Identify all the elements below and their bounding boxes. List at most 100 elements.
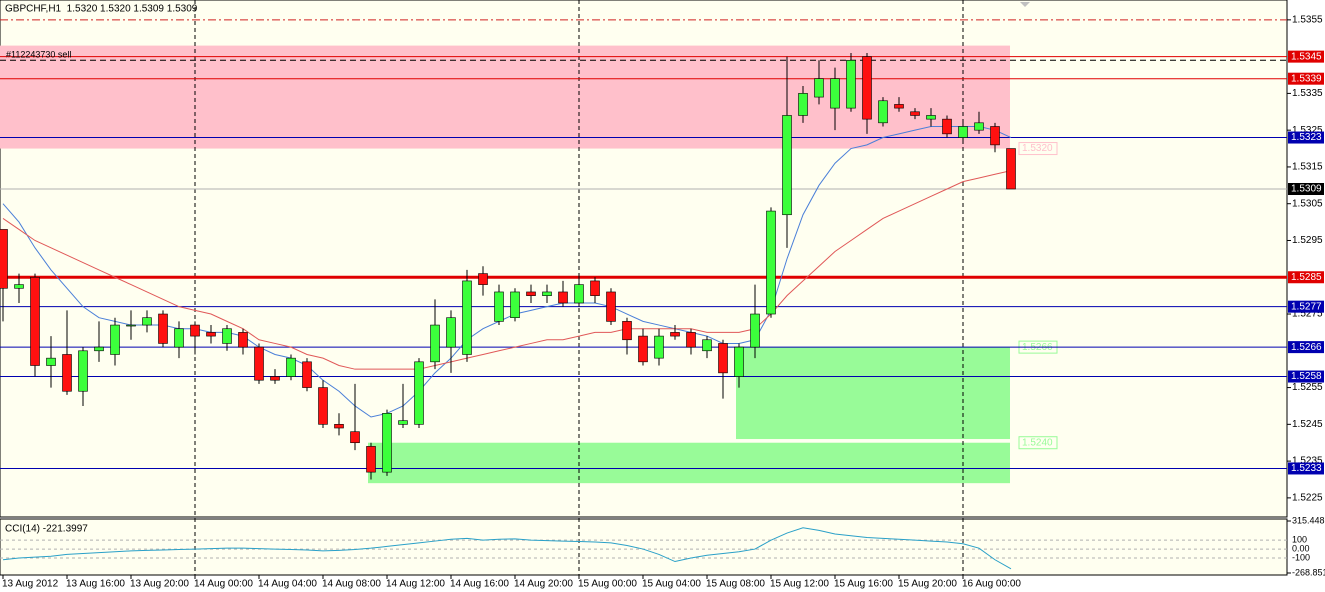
zone-label-box: [1018, 142, 1058, 156]
zone-label: 1.5320: [1022, 143, 1053, 154]
y-tick-label: -100: [1292, 552, 1310, 562]
candle-body: [830, 78, 840, 109]
x-tick-label: 15 Aug 04:00: [642, 579, 701, 590]
price-label: 1.5277: [1291, 301, 1322, 312]
candle-body: [766, 210, 776, 315]
x-tick-label: 14 Aug 12:00: [386, 579, 445, 590]
x-tick-label: 15 Aug 00:00: [578, 579, 637, 590]
y-tick-label: 0.00: [1292, 543, 1310, 553]
candle-body: [686, 332, 696, 348]
x-tick-label: 13 Aug 20:00: [130, 579, 189, 590]
candle-body: [558, 291, 568, 304]
candle-body: [942, 118, 952, 135]
price-label-box: [1288, 300, 1324, 313]
candle-body: [638, 335, 648, 363]
candle-body: [318, 387, 328, 425]
x-tick-label: 14 Aug 00:00: [194, 579, 253, 590]
candle-body: [206, 332, 216, 337]
candle-body: [254, 346, 264, 381]
x-tick-label: 14 Aug 08:00: [322, 579, 381, 590]
moving-average: [2, 125, 1012, 418]
candle-body: [590, 280, 600, 296]
zone-label-box: [1018, 436, 1058, 450]
candle-body: [974, 122, 984, 131]
candle-body: [174, 328, 184, 348]
zone: [0, 45, 1010, 149]
x-tick-label: 15 Aug 16:00: [834, 579, 893, 590]
price-label: 1.5233: [1291, 463, 1322, 474]
y-tick-label: 1.5325: [1292, 125, 1323, 136]
y-tick-label: 1.5335: [1292, 88, 1323, 99]
y-tick-label: 1.5245: [1292, 419, 1323, 430]
candle-body: [430, 324, 440, 363]
candle-body: [366, 446, 376, 473]
chart-title: GBPCHF,H1 1.5320 1.5320 1.5309 1.5309: [5, 4, 198, 15]
x-tick-label: 16 Aug 00:00: [962, 579, 1021, 590]
candle-body: [286, 357, 296, 377]
shift-marker: [1020, 2, 1030, 7]
candle-body: [494, 291, 504, 322]
candle-body: [238, 332, 248, 348]
candle-body: [302, 361, 312, 388]
candle-body: [382, 413, 392, 473]
candle-body: [30, 276, 40, 366]
x-tick-label: 15 Aug 12:00: [770, 579, 829, 590]
candle-body: [894, 104, 904, 109]
zone-label: 1.5240: [1022, 437, 1053, 448]
y-tick-label: 1.5235: [1292, 456, 1323, 467]
candle-body: [926, 115, 936, 120]
y-tick-label: 1.5255: [1292, 382, 1323, 393]
price-label-box: [1288, 462, 1324, 475]
candle-body: [542, 291, 552, 296]
candle-body: [398, 420, 408, 425]
y-tick-label: 1.5355: [1292, 14, 1323, 25]
price-label: 1.5339: [1291, 73, 1322, 84]
candle-body: [622, 321, 632, 341]
candle-body: [142, 317, 152, 326]
candle-body: [718, 343, 728, 374]
candle-body: [478, 273, 488, 285]
candle-body: [126, 324, 136, 327]
candle-body: [782, 115, 792, 216]
candle-body: [990, 126, 1000, 146]
candle-body: [654, 335, 664, 359]
candle-body: [670, 332, 680, 337]
candle-body: [878, 100, 888, 124]
candle-body: [62, 354, 72, 392]
y-tick-label: -268.851: [1292, 567, 1325, 577]
candle-body: [446, 317, 456, 348]
y-tick-label: 1.5295: [1292, 235, 1323, 246]
y-tick-label: 1.5225: [1292, 493, 1323, 504]
price-label: 1.5323: [1291, 132, 1322, 143]
candle-body: [462, 280, 472, 355]
candle-body: [334, 424, 344, 429]
candle-body: [526, 291, 536, 296]
candle-body: [958, 126, 968, 138]
candle-body: [0, 229, 8, 289]
candle-body: [78, 350, 88, 392]
price-label-box: [1288, 271, 1324, 284]
candle-body: [846, 60, 856, 109]
price-label: 1.5309: [1291, 184, 1322, 195]
candle-body: [94, 346, 104, 352]
candle-body: [1006, 148, 1016, 190]
zone: [736, 347, 1010, 440]
candle-body: [14, 284, 24, 289]
candle-body: [862, 56, 872, 120]
price-label-box: [1288, 50, 1324, 63]
moving-average: [2, 170, 1012, 370]
candle-body: [350, 431, 360, 444]
x-tick-label: 13 Aug 2012: [2, 579, 59, 590]
price-label-box: [1288, 72, 1324, 85]
price-label-box: [1288, 183, 1324, 196]
candle-body: [46, 357, 56, 366]
candle-body: [750, 313, 760, 348]
candle-body: [798, 93, 808, 116]
zone: [368, 442, 1010, 484]
x-tick-label: 15 Aug 08:00: [706, 579, 765, 590]
y-tick-label: 1.5315: [1292, 162, 1323, 173]
price-label: 1.5266: [1291, 342, 1322, 353]
y-tick-label: 1.5305: [1292, 198, 1323, 209]
candle-body: [734, 346, 744, 377]
